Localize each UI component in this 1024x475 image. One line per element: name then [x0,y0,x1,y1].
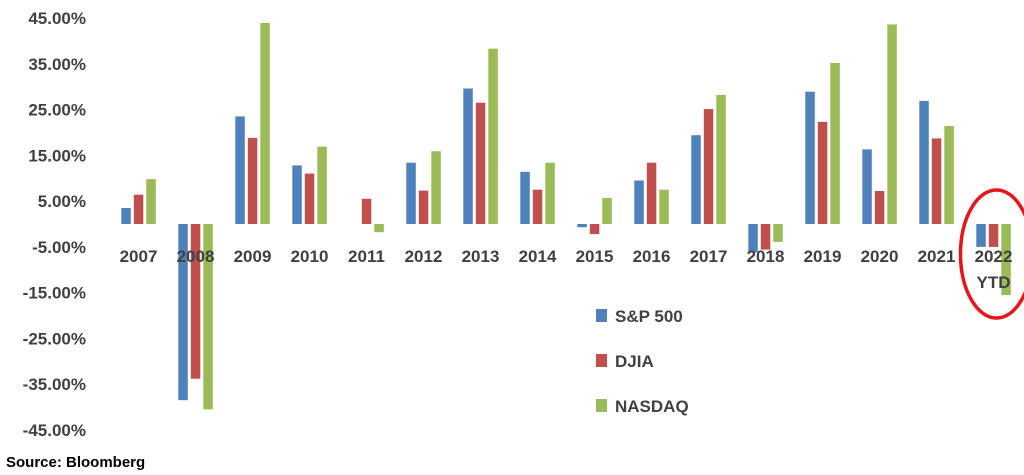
bar-djia-2015 [589,224,600,235]
bar-nasdaq-2009 [260,23,270,224]
bar-nasdaq-2011 [374,224,384,233]
x-tick-label: 2009 [234,247,272,266]
legend-swatch [596,399,607,412]
bar-djia-2019 [817,121,828,224]
bar-s-p-500-2008 [178,224,188,401]
x-tick-label: 2021 [918,247,956,266]
x-tick-label: 2012 [405,247,443,266]
bar-djia-2008 [190,224,201,379]
bar-nasdaq-2020 [887,24,897,225]
bar-nasdaq-2021 [944,126,954,224]
bar-s-p-500-2015 [577,224,587,228]
y-tick-label: -45.00% [23,421,86,440]
bar-nasdaq-2017 [716,94,726,225]
legend-label: DJIA [615,352,654,371]
bar-djia-2021 [931,138,942,224]
bar-s-p-500-2020 [862,149,872,224]
bar-nasdaq-2019 [830,62,840,225]
bar-nasdaq-2015 [602,197,612,224]
x-tick-label: 2010 [291,247,329,266]
bar-djia-2016 [646,162,657,224]
bar-djia-2018 [760,224,771,250]
returns-bar-chart: 45.00% 35.00% 25.00% 15.00% 5.00% -5.00% -15.0… [23,9,1024,440]
y-tick-label: 5.00% [38,192,86,211]
bar-nasdaq-2022-ytd [1001,224,1011,295]
bar-nasdaq-2008 [203,224,213,410]
bar-s-p-500-2019 [805,91,815,224]
bar-djia-2014 [532,189,543,224]
x-tick-label: 2011 [348,247,385,266]
x-tick-label: 2017 [690,247,728,266]
y-tick-label: -35.00% [23,375,86,394]
bar-nasdaq-2016 [659,189,669,224]
bar-s-p-500-2009 [235,116,245,224]
bar-nasdaq-2013 [488,48,498,225]
bar-s-p-500-2010 [292,165,302,224]
legend-swatch [596,309,607,322]
bar-s-p-500-2018 [748,224,758,253]
bars-layer [121,23,1011,410]
source-note: Source: Bloomberg [6,454,146,471]
bar-nasdaq-2018 [773,224,783,242]
bar-djia-2010 [304,173,315,224]
bar-djia-2013 [475,102,486,224]
bar-s-p-500-2014 [520,171,530,224]
x-tick-label: 2014 [519,247,557,266]
bar-s-p-500-2016 [634,180,644,224]
x-tick-label: 2015 [576,247,614,266]
bar-s-p-500-2021 [919,100,929,224]
y-axis: 45.00% 35.00% 25.00% 15.00% 5.00% -5.00% -15.0… [23,9,86,440]
x-axis: 2007 2008 2009 2010 2011 2012 2013 2014 2015 2016… [120,247,1013,292]
x-tick-label: 2022 YTD [975,247,1013,292]
bar-djia-2009 [247,137,258,224]
bar-djia-2012 [418,190,429,224]
y-tick-label: 15.00% [28,146,86,165]
x-tick-label: 2007 [120,247,158,266]
x-tick-label: 2013 [462,247,500,266]
y-tick-label: -5.00% [32,238,86,257]
y-tick-label: -25.00% [23,329,86,348]
bar-djia-2011 [361,198,372,224]
bar-s-p-500-2022-ytd [976,224,986,247]
bar-djia-2020 [874,191,885,224]
bar-s-p-500-2012 [406,162,416,224]
legend-label: NASDAQ [615,397,689,416]
legend-swatch [596,354,607,367]
bar-nasdaq-2007 [146,179,156,224]
legend: S&P 500 DJIA NASDAQ [596,307,689,416]
bar-djia-2017 [703,109,714,224]
bar-djia-2022-ytd [988,224,999,247]
y-tick-label: 25.00% [28,101,86,120]
x-tick-label: 2016 [633,247,671,266]
bar-s-p-500-2013 [463,88,473,224]
x-tick-label: 2019 [804,247,842,266]
y-tick-label: 45.00% [28,9,86,28]
x-tick-label: 2018 [747,247,785,266]
y-tick-label: -15.00% [23,284,86,303]
bar-nasdaq-2012 [431,151,441,224]
legend-label: S&P 500 [615,307,683,326]
x-tick-label: 2008 [177,247,215,266]
bar-s-p-500-2007 [121,208,131,224]
bar-nasdaq-2014 [545,162,555,224]
bar-djia-2007 [133,194,144,224]
bar-s-p-500-2017 [691,135,701,224]
bar-nasdaq-2010 [317,146,327,224]
highlight-circle [958,188,1024,320]
x-tick-label: 2020 [861,247,899,266]
y-tick-label: 35.00% [28,55,86,74]
annotation-layer [958,188,1024,320]
